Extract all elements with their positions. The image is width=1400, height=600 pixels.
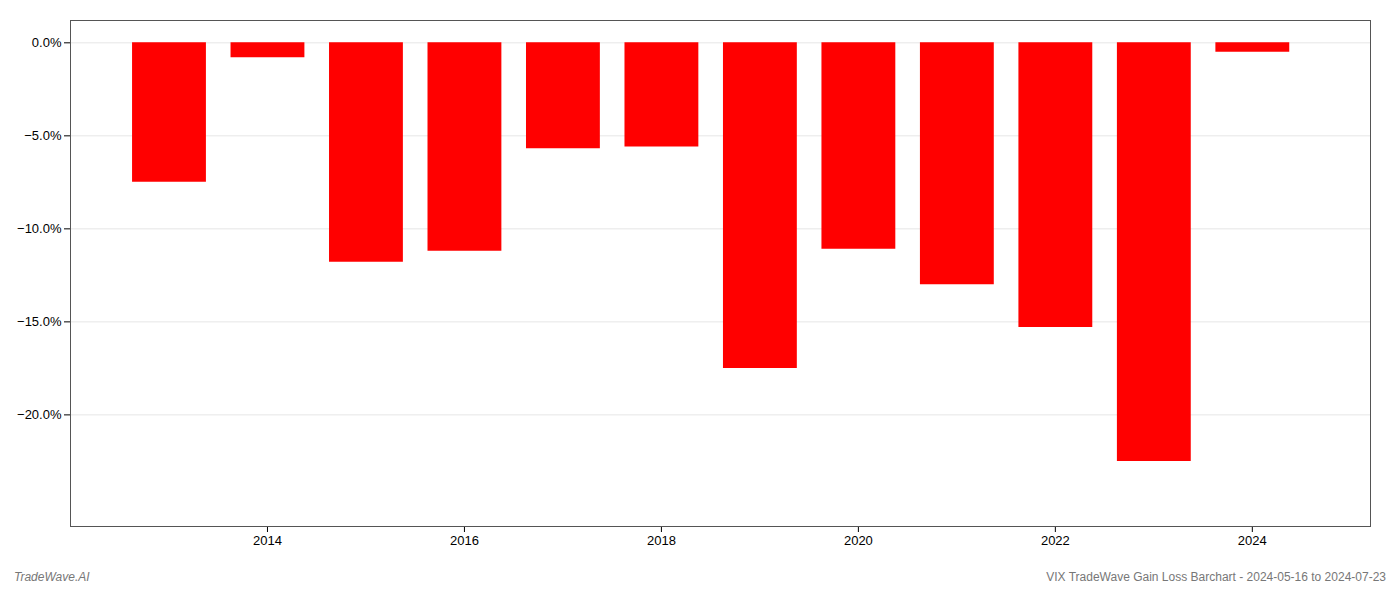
svg-text:2016: 2016 bbox=[450, 533, 479, 548]
svg-text:2024: 2024 bbox=[1238, 533, 1267, 548]
html-text:VIX TradeWave Gain Loss Barcha: VIX TradeWave Gain Loss Barchart - 2024-… bbox=[1046, 570, 1386, 584]
svg-text:−15.0%: −15.0% bbox=[17, 314, 62, 329]
svg-text:0.0%: 0.0% bbox=[32, 35, 62, 50]
svg-text:−20.0%: −20.0% bbox=[17, 407, 62, 422]
svg-text:2018: 2018 bbox=[647, 533, 676, 548]
svg-text:2020: 2020 bbox=[844, 533, 873, 548]
svg-text:−10.0%: −10.0% bbox=[17, 221, 62, 236]
svg-text:−5.0%: −5.0% bbox=[24, 128, 62, 143]
svg-text:2014: 2014 bbox=[253, 533, 282, 548]
svg-text:2022: 2022 bbox=[1041, 533, 1070, 548]
html-text:TradeWave.AI: TradeWave.AI bbox=[14, 570, 90, 584]
